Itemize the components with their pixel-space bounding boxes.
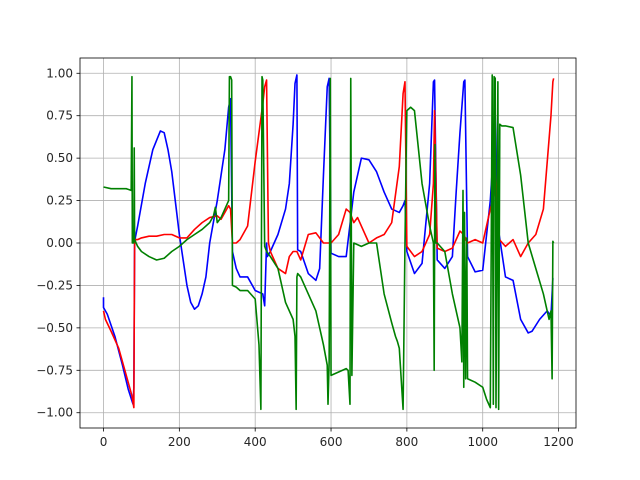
y-tick-label: 0.00 (46, 236, 73, 250)
y-tick-label: 0.25 (46, 194, 73, 208)
y-tick-label: 0.50 (46, 151, 73, 165)
x-tick-label: 0 (100, 435, 108, 449)
data-series (102, 74, 555, 411)
x-tick-label: 800 (395, 435, 418, 449)
y-tick-label: 1.00 (46, 66, 73, 80)
x-tick-label: 400 (244, 435, 267, 449)
series-line-3 (103, 74, 555, 411)
y-tick-label: −0.25 (36, 278, 73, 292)
x-tick-label: 600 (320, 435, 343, 449)
axis-ticks (76, 72, 559, 432)
y-tick-label: −1.00 (36, 406, 73, 420)
tick-labels: 0 200 400 600 800 1000 1200 −1.00 −0.75 −0.50 −0.2… (36, 66, 574, 449)
series-line-1 (102, 74, 554, 406)
x-tick-label: 1200 (543, 435, 574, 449)
y-tick-label: −0.75 (36, 363, 73, 377)
y-tick-label: −0.50 (36, 321, 73, 335)
y-tick-label: 0.75 (46, 109, 73, 123)
series-line-2 (102, 78, 555, 409)
x-tick-label: 1000 (467, 435, 498, 449)
x-tick-label: 200 (168, 435, 191, 449)
